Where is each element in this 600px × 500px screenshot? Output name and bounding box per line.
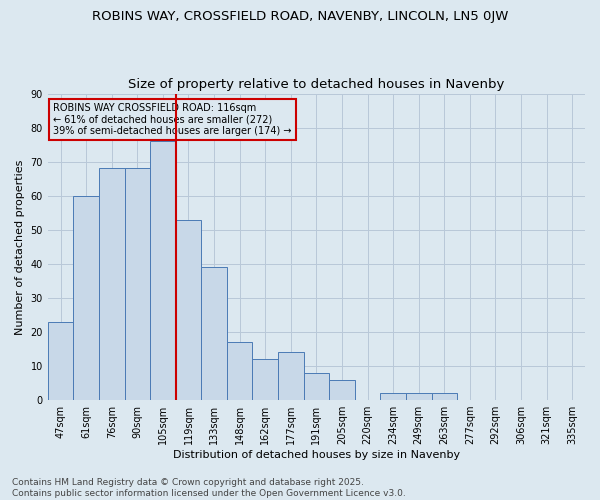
X-axis label: Distribution of detached houses by size in Navenby: Distribution of detached houses by size … (173, 450, 460, 460)
Text: Contains HM Land Registry data © Crown copyright and database right 2025.
Contai: Contains HM Land Registry data © Crown c… (12, 478, 406, 498)
Bar (406, 394, 431, 400)
Bar (304, 373, 329, 400)
Bar (150, 141, 176, 400)
Text: ROBINS WAY CROSSFIELD ROAD: 116sqm
← 61% of detached houses are smaller (272)
39: ROBINS WAY CROSSFIELD ROAD: 116sqm ← 61%… (53, 103, 292, 136)
Bar (176, 220, 201, 400)
Text: ROBINS WAY, CROSSFIELD ROAD, NAVENBY, LINCOLN, LN5 0JW: ROBINS WAY, CROSSFIELD ROAD, NAVENBY, LI… (92, 10, 508, 23)
Bar (201, 268, 227, 400)
Bar (125, 168, 150, 400)
Bar (253, 359, 278, 400)
Bar (380, 394, 406, 400)
Bar (278, 352, 304, 400)
Bar (48, 322, 73, 400)
Bar (73, 196, 99, 400)
Bar (227, 342, 253, 400)
Bar (431, 394, 457, 400)
Title: Size of property relative to detached houses in Navenby: Size of property relative to detached ho… (128, 78, 505, 91)
Bar (329, 380, 355, 400)
Y-axis label: Number of detached properties: Number of detached properties (15, 159, 25, 334)
Bar (99, 168, 125, 400)
